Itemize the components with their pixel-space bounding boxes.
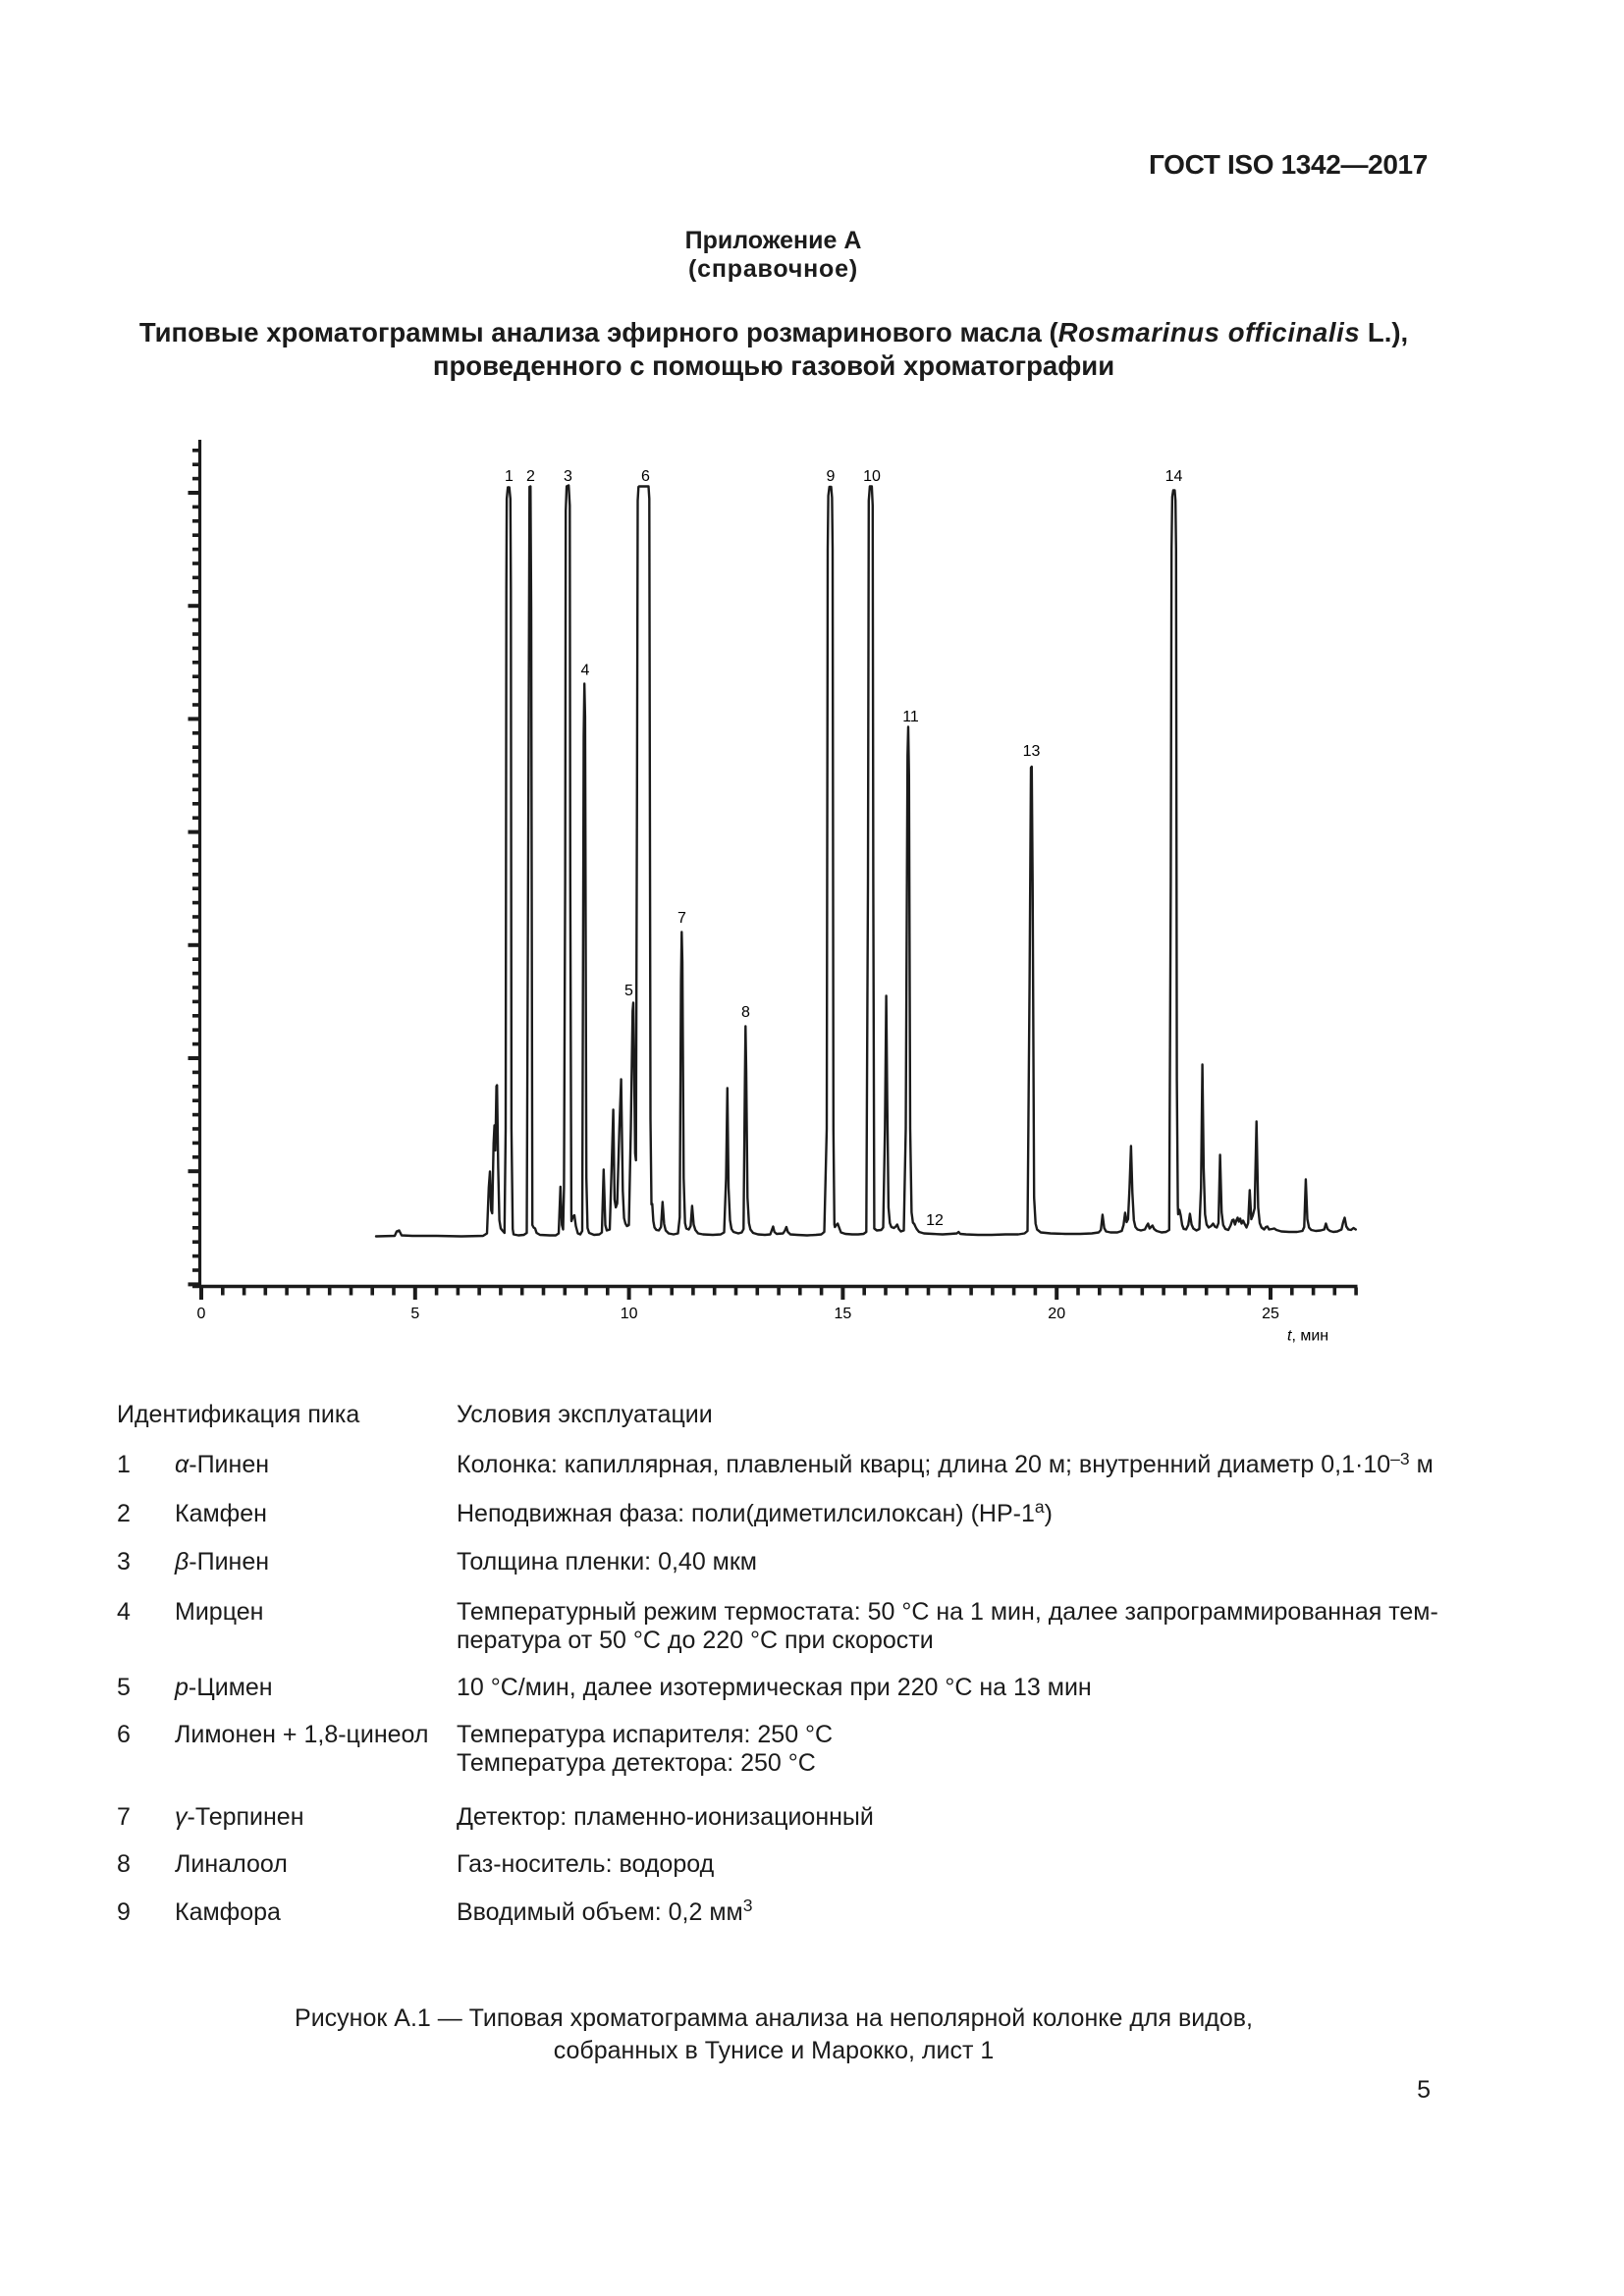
svg-text:7: 7	[677, 910, 686, 927]
svg-text:25: 25	[1262, 1306, 1279, 1322]
svg-text:13: 13	[1023, 743, 1041, 760]
svg-text:11: 11	[902, 709, 919, 725]
svg-text:4: 4	[581, 663, 590, 679]
svg-text:9: 9	[827, 468, 836, 485]
svg-text:6: 6	[641, 468, 650, 485]
svg-text:1: 1	[505, 468, 514, 485]
svg-text:0: 0	[197, 1306, 206, 1322]
svg-text:15: 15	[835, 1306, 852, 1322]
svg-text:8: 8	[741, 1004, 750, 1021]
svg-text:14: 14	[1165, 468, 1183, 485]
svg-text:2: 2	[526, 468, 535, 485]
svg-text:20: 20	[1048, 1306, 1065, 1322]
svg-text:12: 12	[926, 1212, 944, 1229]
svg-text:3: 3	[564, 468, 572, 485]
svg-text:t, мин: t, мин	[1287, 1328, 1328, 1345]
svg-text:5: 5	[410, 1306, 419, 1322]
svg-text:5: 5	[624, 983, 633, 999]
svg-text:10: 10	[621, 1306, 638, 1322]
svg-text:10: 10	[863, 468, 881, 485]
